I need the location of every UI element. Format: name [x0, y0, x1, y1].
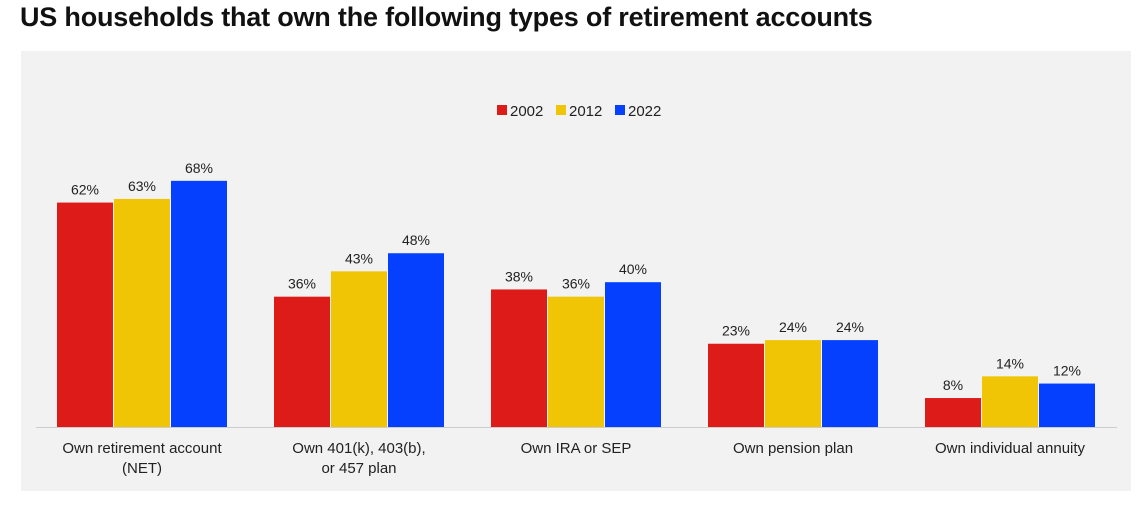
bar-own-retirement-account-net-2012	[114, 198, 170, 427]
legend-swatch-2002	[497, 105, 507, 115]
bar-own-401-k-403-b-or-457-plan-2012	[331, 271, 387, 427]
data-label-own-401-k-403-b-or-457-plan-2012: 43%	[345, 250, 373, 266]
x-tick-label-own-pension-plan: Own pension plan	[733, 440, 853, 457]
legend-label-2022: 2022	[628, 103, 661, 120]
x-tick-label-own-individual-annuity: Own individual annuity	[935, 440, 1086, 457]
data-label-own-pension-plan-2002: 23%	[722, 323, 750, 339]
bar-own-ira-or-sep-2022	[605, 282, 661, 427]
legend-label-2012: 2012	[569, 103, 602, 120]
bar-own-individual-annuity-2022	[1039, 383, 1095, 427]
page-title: US households that own the following typ…	[20, 2, 873, 32]
bar-own-pension-plan-2012	[765, 340, 821, 427]
legend: 2002 2012 2022	[497, 103, 661, 120]
data-label-own-retirement-account-net-2012: 63%	[128, 178, 156, 194]
data-label-own-retirement-account-net-2022: 68%	[185, 160, 213, 176]
x-tick-label-own-401-k-403-b-or-457-plan: Own 401(k), 403(b), or 457 plan	[292, 440, 425, 477]
data-label-own-pension-plan-2022: 24%	[836, 319, 864, 335]
data-label-own-retirement-account-net-2002: 62%	[71, 182, 99, 198]
bar-own-individual-annuity-2002	[925, 398, 981, 427]
bar-own-pension-plan-2022	[822, 340, 878, 427]
bar-own-401-k-403-b-or-457-plan-2022	[388, 253, 444, 427]
legend-label-2002: 2002	[510, 103, 543, 120]
x-axis-tick-labels: Own retirement account (NET) Own 401(k), 4…	[62, 440, 1085, 477]
data-label-own-ira-or-sep-2022: 40%	[619, 261, 647, 277]
x-tick-label-own-ira-or-sep: Own IRA or SEP	[521, 440, 632, 457]
legend-swatch-2022	[615, 105, 625, 115]
data-label-own-individual-annuity-2012: 14%	[996, 355, 1024, 371]
data-label-own-individual-annuity-2002: 8%	[943, 377, 963, 393]
data-label-own-individual-annuity-2022: 12%	[1053, 363, 1081, 379]
bar-own-ira-or-sep-2002	[491, 289, 547, 427]
bars: 62% 63% 68% 36% 43% 48% 38% 36% 40% 23% 24% 24% 8% 14…	[57, 160, 1095, 427]
legend-swatch-2012	[556, 105, 566, 115]
bar-own-401-k-403-b-or-457-plan-2002	[274, 296, 330, 427]
data-label-own-pension-plan-2012: 24%	[779, 319, 807, 335]
bar-own-retirement-account-net-2022	[171, 180, 227, 427]
bar-own-individual-annuity-2012	[982, 376, 1038, 427]
bar-own-retirement-account-net-2002	[57, 202, 113, 427]
data-label-own-401-k-403-b-or-457-plan-2002: 36%	[288, 276, 316, 292]
data-label-own-ira-or-sep-2002: 38%	[505, 268, 533, 284]
data-label-own-401-k-403-b-or-457-plan-2022: 48%	[402, 232, 430, 248]
bar-own-pension-plan-2002	[708, 343, 764, 427]
data-label-own-ira-or-sep-2012: 36%	[562, 276, 590, 292]
x-tick-label-own-retirement-account-net: Own retirement account (NET)	[62, 440, 222, 477]
bar-own-ira-or-sep-2012	[548, 296, 604, 427]
